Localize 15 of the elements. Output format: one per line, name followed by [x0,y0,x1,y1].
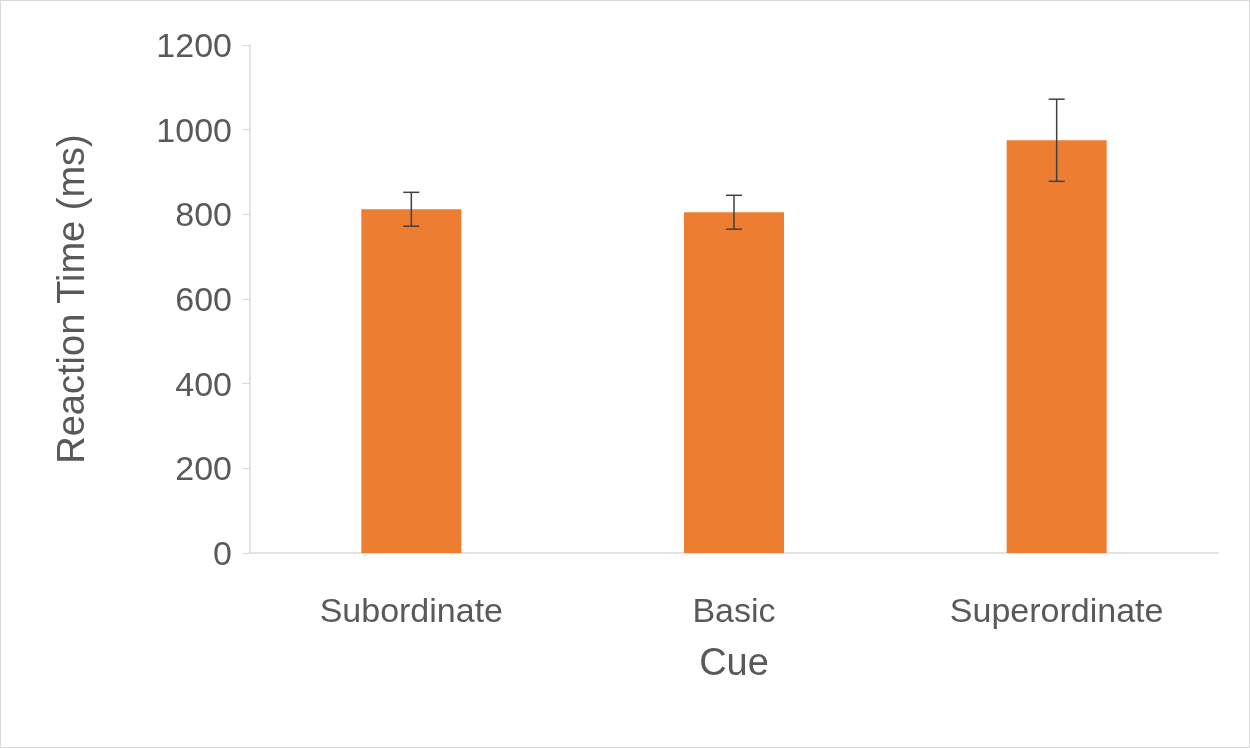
y-tick-label: 1200 [156,26,232,64]
bar [683,212,785,553]
x-tick-label: Basic [692,591,776,629]
x-tick-label: Subordinate [319,591,504,629]
y-tick-label: 1000 [156,110,232,149]
bar [1006,140,1107,553]
y-axis-title: Reaction Time (ms) [50,134,92,464]
y-tick-label: 400 [175,364,232,403]
x-tick-label: Superordinate [949,591,1164,629]
y-tick-label: 800 [175,195,232,234]
y-tick-label: 0 [213,534,232,572]
y-tick-label: 200 [175,449,232,488]
x-axis-title: Cue [699,641,769,683]
y-tick-label: 600 [175,280,232,318]
bar [361,209,462,553]
